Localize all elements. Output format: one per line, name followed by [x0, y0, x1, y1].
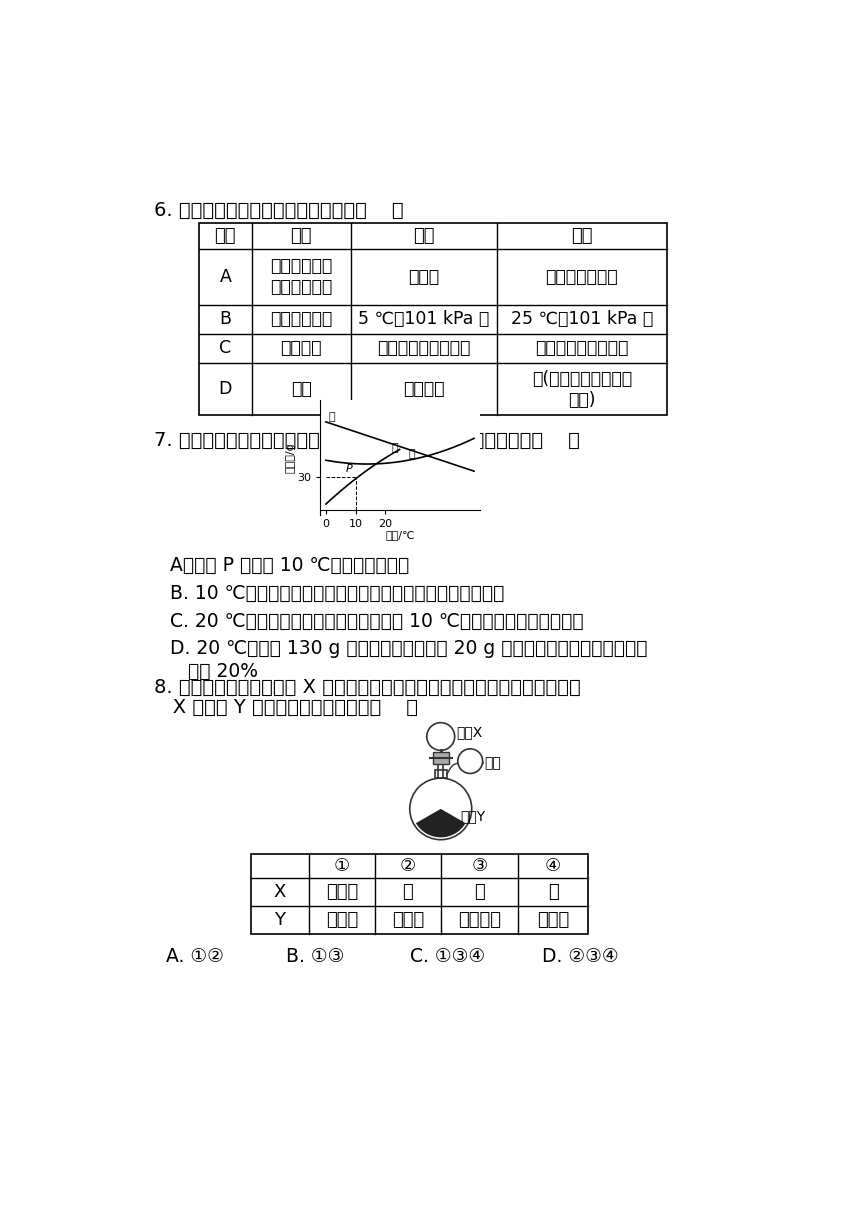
Text: 液体X: 液体X — [457, 726, 482, 739]
Y-axis label: 溶解度/g: 溶解度/g — [286, 443, 296, 473]
Text: 溶解度: 溶解度 — [408, 268, 439, 286]
Text: 前者: 前者 — [413, 227, 434, 244]
Text: C. 20 ℃时，甲、乙、丙饱和溶液降温至 10 ℃，甲溶液中析出固体最多: C. 20 ℃时，甲、乙、丙饱和溶液降温至 10 ℃，甲溶液中析出固体最多 — [169, 612, 583, 631]
Circle shape — [458, 749, 482, 773]
Bar — [433, 751, 449, 764]
Text: 稀盐酸: 稀盐酸 — [326, 883, 358, 901]
Text: 甲: 甲 — [329, 412, 335, 422]
Text: 5 ℃、101 kPa 下: 5 ℃、101 kPa 下 — [358, 310, 489, 328]
Text: ①: ① — [334, 857, 350, 874]
Text: B. 10 ℃时，甲、乙、丙三种物质的溶解度中甲的溶解度最大: B. 10 ℃时，甲、乙、丙三种物质的溶解度中甲的溶解度最大 — [169, 584, 504, 603]
Text: Y: Y — [274, 911, 286, 929]
Text: X 和固体 Y 的组合，符合题意的是（    ）: X 和固体 Y 的组合，符合题意的是（ ） — [154, 698, 418, 717]
Text: 氢氧化钠: 氢氧化钠 — [458, 911, 501, 929]
Text: 氨气的溶解度: 氨气的溶解度 — [270, 310, 332, 328]
Text: 7. 甲、乙、丙三种固体物质的溶解度曲线如图所示。下列说法正确的是（    ）: 7. 甲、乙、丙三种固体物质的溶解度曲线如图所示。下列说法正确的是（ ） — [154, 430, 580, 450]
Text: X: X — [273, 883, 286, 901]
Text: 硝酸铵: 硝酸铵 — [537, 911, 569, 929]
Text: D: D — [218, 381, 232, 399]
Text: 熔点: 熔点 — [291, 381, 311, 399]
Text: 同一瓶白酒上半部分: 同一瓶白酒上半部分 — [377, 339, 470, 358]
Text: 氯化钠: 氯化钠 — [391, 911, 424, 929]
Bar — [251, 854, 588, 934]
Text: A: A — [219, 268, 231, 286]
Text: 后者: 后者 — [571, 227, 593, 244]
Bar — [199, 223, 667, 416]
Text: A. ①②: A. ①② — [166, 947, 224, 967]
Text: 武德合金: 武德合金 — [403, 381, 445, 399]
Text: B. ①③: B. ①③ — [286, 947, 344, 967]
Text: P: P — [346, 465, 353, 474]
Text: 6. 下列各选项数据前者等于后者的是（    ）: 6. 下列各选项数据前者等于后者的是（ ） — [154, 202, 403, 220]
Text: D. ②③④: D. ②③④ — [542, 947, 618, 967]
Text: 水: 水 — [402, 883, 413, 901]
Text: 8. 如图所示，将少量液体 X 加入到烧瓶中，观察到气球逐渐膨胀。表中的液体: 8. 如图所示，将少量液体 X 加入到烧瓶中，观察到气球逐渐膨胀。表中的液体 — [154, 679, 580, 697]
Circle shape — [409, 778, 472, 840]
Text: C: C — [219, 339, 231, 358]
Circle shape — [427, 722, 455, 750]
Text: 水: 水 — [548, 883, 558, 901]
Text: A．图中 P 点表示 10 ℃时丙的饱和溶液: A．图中 P 点表示 10 ℃时丙的饱和溶液 — [169, 557, 408, 575]
Text: 气球: 气球 — [484, 756, 501, 771]
Text: 数据: 数据 — [291, 227, 312, 244]
Text: 同温度同溶质
的饱和溶液中: 同温度同溶质 的饱和溶液中 — [270, 258, 332, 297]
Text: B: B — [219, 310, 231, 328]
Text: ②: ② — [400, 857, 416, 874]
Text: 25 ℃、101 kPa 下: 25 ℃、101 kPa 下 — [511, 310, 653, 328]
Text: 水: 水 — [474, 883, 485, 901]
X-axis label: 温度/℃: 温度/℃ — [385, 530, 415, 540]
Text: ③: ③ — [471, 857, 488, 874]
Text: ④: ④ — [545, 857, 562, 874]
Text: 乙: 乙 — [408, 449, 415, 458]
Text: 选项: 选项 — [214, 227, 236, 244]
Text: 大理石: 大理石 — [326, 911, 358, 929]
Text: 铋(铋为武德合金成分
之一): 铋(铋为武德合金成分 之一) — [531, 370, 632, 409]
Text: 溶质的质量分数: 溶质的质量分数 — [545, 268, 618, 286]
Text: D. 20 ℃时，向 130 g 乙的饱和溶液中加入 20 g 水，所得溶液的溶质质量分数
   变为 20%: D. 20 ℃时，向 130 g 乙的饱和溶液中加入 20 g 水，所得溶液的溶… — [169, 640, 647, 681]
Wedge shape — [416, 809, 465, 838]
Text: 同一瓶白酒下半部分: 同一瓶白酒下半部分 — [535, 339, 629, 358]
Text: C. ①③④: C. ①③④ — [409, 947, 485, 967]
Text: 固体Y: 固体Y — [460, 810, 485, 823]
Text: 酒精浓度: 酒精浓度 — [280, 339, 322, 358]
Text: 丙: 丙 — [391, 444, 397, 454]
Bar — [434, 771, 447, 778]
